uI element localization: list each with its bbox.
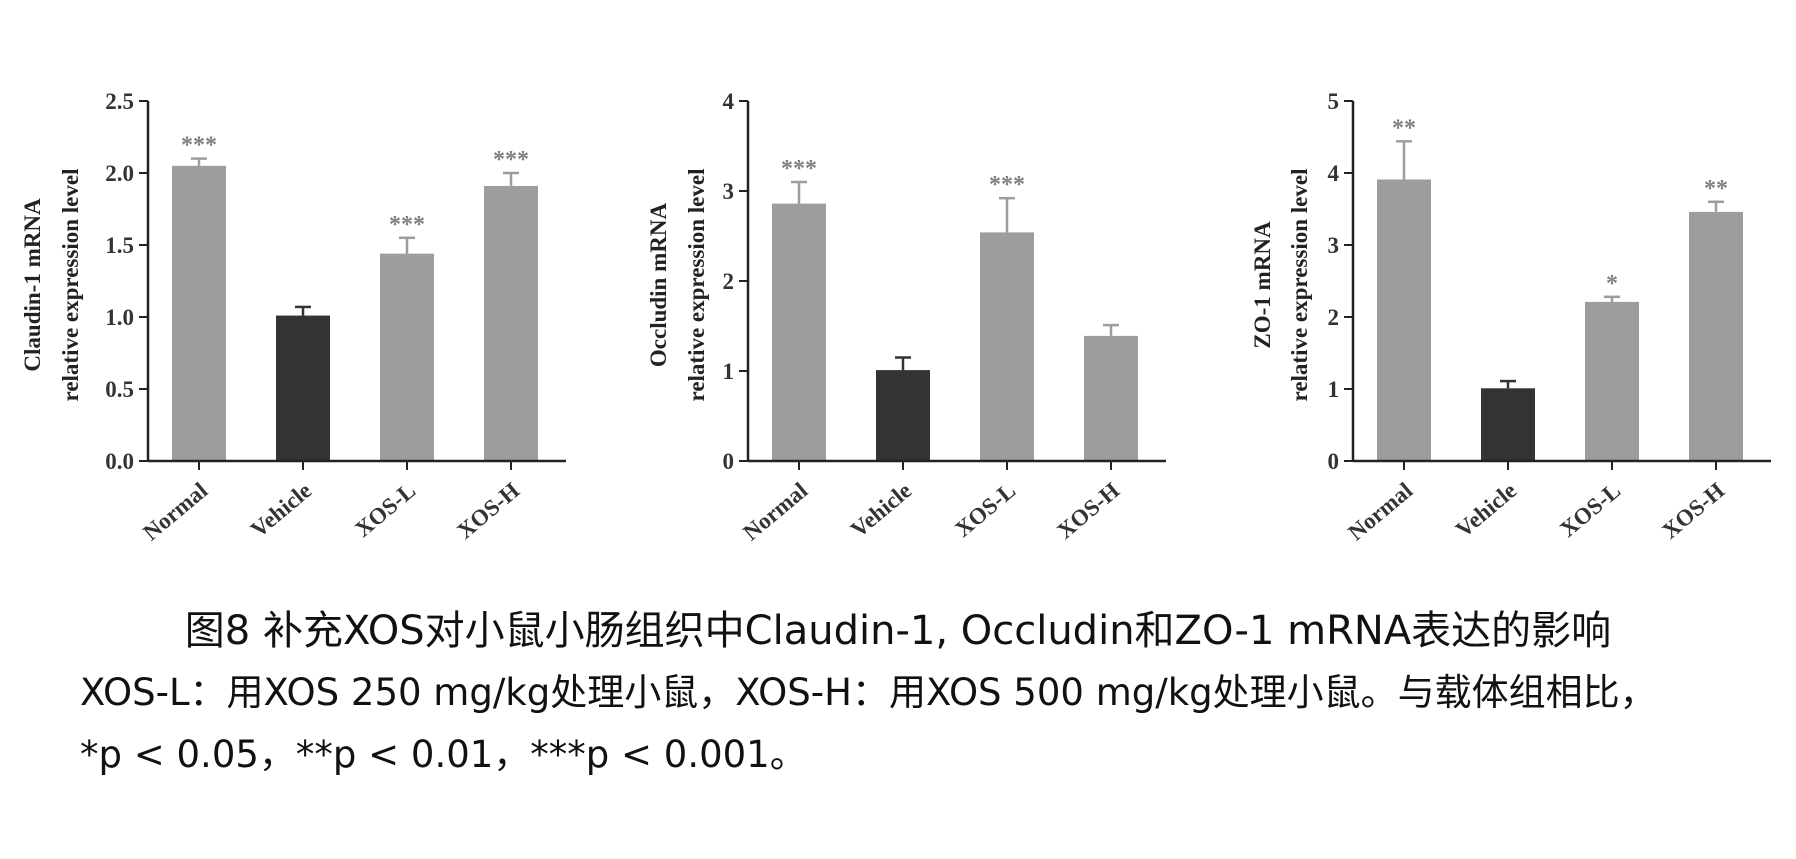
y-tick-label: 3 bbox=[1328, 233, 1340, 258]
x-tick-label-normal: Normal bbox=[138, 478, 212, 546]
bar-normal bbox=[772, 203, 826, 461]
x-tick-label-vehicle: Vehicle bbox=[846, 478, 916, 543]
figure-charts: ***Normal Vehicle***XOS-L***XOS-H0.00.51.… bbox=[20, 89, 1771, 545]
x-tick-label-normal: Normal bbox=[1343, 478, 1417, 546]
y-tick-label: 4 bbox=[723, 89, 735, 114]
chart-2: *** Normal Vehicle *** XOS-L XOS-H 0 1 2 3 4 Occlud… bbox=[646, 89, 1166, 545]
significance-xos-l: * bbox=[1606, 271, 1618, 297]
bar-normal bbox=[1377, 179, 1431, 462]
significance-normal: *** bbox=[781, 156, 817, 182]
y-tick-label: 3 bbox=[723, 179, 735, 204]
bar-xos-h bbox=[1084, 335, 1138, 461]
bar-vehicle bbox=[876, 370, 930, 461]
x-tick-label-vehicle: Vehicle bbox=[246, 478, 316, 543]
y-tick-label: 1.0 bbox=[105, 305, 134, 330]
y-axis-label-line2: relative expression level bbox=[684, 169, 709, 402]
x-tick-label-xos-h: XOS-H bbox=[452, 478, 524, 544]
y-axis-label-line1: ZO-1 mRNA bbox=[1250, 221, 1275, 349]
significance-xos-l: *** bbox=[989, 172, 1025, 198]
y-tick-label: 4 bbox=[1328, 161, 1340, 186]
y-tick-label: 1 bbox=[723, 359, 735, 384]
y-tick-label: 2.0 bbox=[105, 161, 134, 186]
significance-normal: *** bbox=[181, 133, 217, 159]
x-tick-label-xos-l: XOS-L bbox=[1555, 478, 1625, 542]
significance-xos-h: ** bbox=[1704, 176, 1728, 202]
y-tick-label: 0 bbox=[1328, 449, 1340, 474]
bar-normal bbox=[172, 165, 226, 462]
bar-vehicle bbox=[1481, 388, 1535, 461]
y-tick-label: 0.5 bbox=[105, 377, 134, 402]
x-tick-label-xos-l: XOS-L bbox=[350, 478, 420, 542]
bar-xos-l bbox=[380, 253, 434, 461]
x-tick-label-normal: Normal bbox=[738, 478, 812, 546]
y-tick-label: 5 bbox=[1328, 89, 1340, 114]
y-tick-label: 0 bbox=[723, 449, 735, 474]
x-tick-label-vehicle: Vehicle bbox=[1451, 478, 1521, 543]
x-tick-label-xos-h: XOS-H bbox=[1657, 478, 1729, 544]
y-tick-label: 2.5 bbox=[105, 89, 134, 114]
x-tick-label-xos-h: XOS-H bbox=[1052, 478, 1124, 544]
y-tick-label: 2 bbox=[1328, 305, 1340, 330]
bar-vehicle bbox=[276, 315, 330, 461]
bar-xos-h bbox=[484, 185, 538, 461]
significance-xos-h: *** bbox=[493, 147, 529, 173]
figure-caption-title: 图8 补充XOS对小鼠小肠组织中Claudin-1, Occludin和ZO-1… bbox=[184, 608, 1612, 654]
bar-xos-h bbox=[1689, 211, 1743, 461]
y-axis-label-line1: Claudin-1 mRNA bbox=[20, 198, 45, 372]
figure-caption-note-line2: *p < 0.05，**p < 0.01，***p < 0.001。 bbox=[80, 733, 807, 776]
figure-caption-note-line1: XOS-L：用XOS 250 mg/kg处理小鼠，XOS-H：用XOS 500 … bbox=[80, 671, 1657, 714]
y-tick-label: 1.5 bbox=[105, 233, 134, 258]
x-tick-label-xos-l: XOS-L bbox=[950, 478, 1020, 542]
significance-normal: ** bbox=[1392, 115, 1416, 141]
y-tick-label: 2 bbox=[723, 269, 735, 294]
y-axis-label-line2: relative expression level bbox=[1287, 169, 1312, 402]
chart-1: *** Normal Vehicle *** XOS-L *** XOS-H 0.0 0.5 1.… bbox=[20, 89, 566, 545]
bar-xos-l bbox=[980, 232, 1034, 461]
y-axis-label-line2: relative expression level bbox=[58, 169, 83, 402]
y-axis-label-line1: Occludin mRNA bbox=[646, 203, 671, 368]
chart-3: ** Normal Vehicle * XOS-L ** XOS-H 0 1 2 3 4 5 ZO-1 m… bbox=[1250, 89, 1771, 545]
y-tick-label: 1 bbox=[1328, 377, 1340, 402]
significance-xos-l: *** bbox=[389, 212, 425, 238]
y-tick-label: 0.0 bbox=[105, 449, 134, 474]
bar-xos-l bbox=[1585, 301, 1639, 461]
